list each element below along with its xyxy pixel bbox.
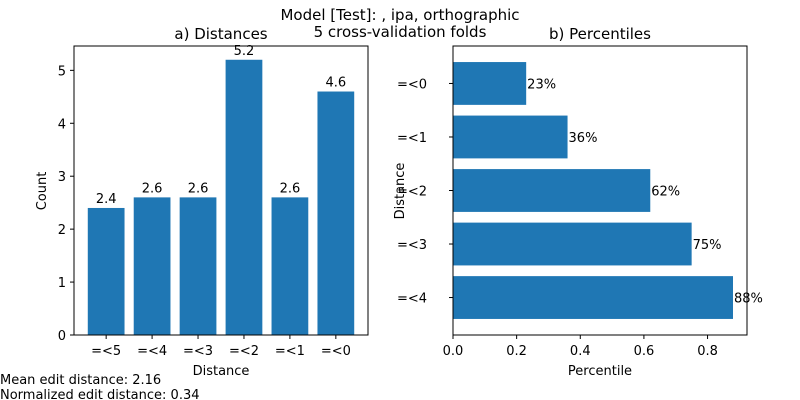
y-tick-label: =<2	[397, 185, 427, 200]
mean-edit-distance: Mean edit distance: 2.16	[0, 373, 161, 388]
x-tick-label: 0.0	[443, 344, 464, 359]
x-tick-label: 0.4	[570, 344, 591, 359]
chart-b-ylabel: Distance	[393, 163, 408, 220]
chart-distances: a) Distances 2.4 =<5 2.6 =<4 2.6 =<3 5.2 =<2 2.6…	[35, 25, 369, 379]
chart-percentiles: b) Percentiles 23% =<0 36% =<1 62% =<2 75% =<3 8…	[393, 25, 763, 379]
x-tick-label: =<4	[137, 344, 167, 359]
y-tick-label: =<0	[397, 77, 427, 92]
bar-value-label: 62%	[651, 185, 680, 200]
y-tick-label: 3	[58, 170, 66, 185]
bar-value-label: 2.6	[188, 181, 209, 196]
bar	[133, 197, 171, 335]
bar	[179, 197, 217, 335]
x-tick-label: =<3	[183, 344, 213, 359]
normalized-edit-distance: Normalized edit distance: 0.34	[0, 388, 200, 400]
bar	[453, 115, 568, 159]
bar-value-label: 2.6	[142, 181, 163, 196]
chart-b-xlabel: Percentile	[568, 364, 632, 379]
x-tick-label: =<5	[91, 344, 121, 359]
bar	[453, 169, 651, 212]
bar	[453, 276, 733, 319]
chart-b-marks: 23% =<0 36% =<1 62% =<2 75% =<3 88% =<4 0.0 0.2 0.4 0…	[397, 62, 763, 359]
x-tick-label: =<1	[275, 344, 305, 359]
chart-b-frame	[452, 45, 748, 336]
bar-value-label: 88%	[734, 292, 763, 307]
figure-title-line1: Model [Test]: , ipa, orthographic	[280, 6, 519, 24]
bar-value-label: 75%	[693, 238, 722, 253]
y-tick-label: 2	[58, 223, 66, 238]
bar-value-label: 2.4	[96, 192, 117, 207]
chart-a-marks: 2.4 =<5 2.6 =<4 2.6 =<3 5.2 =<2 2.6 =<1 4.6 =<0 0 1 2 3…	[58, 44, 355, 359]
x-tick-label: =<2	[229, 344, 259, 359]
x-tick-label: 0.8	[697, 344, 718, 359]
bar	[271, 197, 309, 335]
figure-title-line2: 5 cross-validation folds	[314, 23, 487, 41]
chart-a-xlabel: Distance	[193, 364, 250, 379]
bar	[317, 91, 355, 336]
bar-value-label: 23%	[527, 77, 556, 92]
chart-a-frame	[73, 45, 369, 336]
chart-b-title: b) Percentiles	[549, 25, 651, 43]
y-tick-label: =<4	[397, 292, 427, 307]
bar	[225, 59, 263, 336]
bar	[453, 62, 527, 105]
y-tick-label: 5	[58, 64, 66, 79]
y-tick-label: 4	[58, 117, 66, 132]
bar-value-label: 5.2	[234, 44, 255, 59]
bar	[87, 207, 125, 335]
x-tick-label: 0.2	[506, 344, 527, 359]
chart-a-ylabel: Count	[35, 172, 50, 211]
bar-value-label: 4.6	[326, 76, 347, 91]
bar-value-label: 36%	[569, 131, 598, 146]
y-tick-label: 0	[58, 329, 66, 344]
y-tick-label: =<3	[397, 238, 427, 253]
x-tick-label: 0.6	[634, 344, 655, 359]
bar-value-label: 2.6	[280, 181, 301, 196]
chart-a-title: a) Distances	[174, 25, 267, 43]
y-tick-label: =<1	[397, 131, 427, 146]
bar	[453, 222, 692, 266]
y-tick-label: 1	[58, 276, 66, 291]
x-tick-label: =<0	[321, 344, 351, 359]
